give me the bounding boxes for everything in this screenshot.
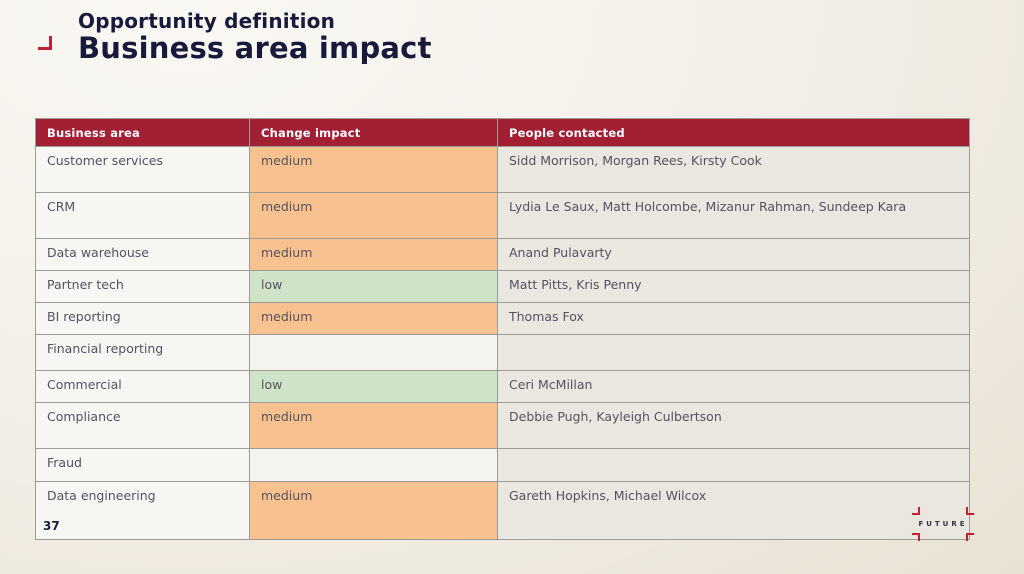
- column-header-people-contacted: People contacted: [497, 118, 970, 147]
- table-row: CRM medium Lydia Le Saux, Matt Holcombe, M…: [35, 192, 970, 239]
- column-header-business-area: Business area: [35, 118, 250, 147]
- change-impact-cell: low: [249, 370, 498, 403]
- table-row: Data engineering medium Gareth Hopkins, Mi…: [35, 481, 970, 540]
- business-area-cell: Data warehouse: [35, 238, 250, 271]
- table-row: Financial reporting: [35, 334, 970, 371]
- people-contacted-cell: Lydia Le Saux, Matt Holcombe, Mizanur Ra…: [497, 192, 970, 239]
- change-impact-cell: medium: [249, 192, 498, 239]
- business-area-cell: Financial reporting: [35, 334, 250, 371]
- change-impact-cell: medium: [249, 481, 498, 540]
- table-header-row: Business area Change impact People conta…: [35, 118, 970, 147]
- people-contacted-cell: Anand Pulavarty: [497, 238, 970, 271]
- business-area-cell: Commercial: [35, 370, 250, 403]
- people-contacted-cell: Ceri McMillan: [497, 370, 970, 403]
- table-row: Data warehouse medium Anand Pulavarty: [35, 238, 970, 271]
- table-row: Partner tech low Matt Pitts, Kris Penny: [35, 270, 970, 303]
- business-area-cell: Customer services: [35, 146, 250, 193]
- change-impact-cell: [249, 448, 498, 482]
- table-row: BI reporting medium Thomas Fox: [35, 302, 970, 335]
- crop-mark-top-right-icon: [966, 507, 974, 515]
- people-contacted-cell: [497, 448, 970, 482]
- people-contacted-cell: Sidd Morrison, Morgan Rees, Kirsty Cook: [497, 146, 970, 193]
- change-impact-cell: low: [249, 270, 498, 303]
- change-impact-cell: medium: [249, 402, 498, 449]
- business-area-cell: Data engineering: [35, 481, 250, 540]
- future-logo-text: FUTURE: [918, 520, 968, 528]
- table-row: Commercial low Ceri McMillan: [35, 370, 970, 403]
- table-header: Business area Change impact People conta…: [35, 118, 970, 147]
- crop-mark-bottom-left-icon: [912, 533, 920, 541]
- change-impact-cell: [249, 334, 498, 371]
- people-contacted-cell: Thomas Fox: [497, 302, 970, 335]
- page-number: 37: [43, 519, 60, 533]
- future-logo: FUTURE: [908, 505, 978, 543]
- table-row: Customer services medium Sidd Morrison, Mo…: [35, 146, 970, 193]
- business-area-impact-table: Business area Change impact People conta…: [35, 118, 970, 540]
- change-impact-cell: medium: [249, 238, 498, 271]
- people-contacted-cell: Matt Pitts, Kris Penny: [497, 270, 970, 303]
- people-contacted-cell: Debbie Pugh, Kayleigh Culbertson: [497, 402, 970, 449]
- title-block: Opportunity definition Business area imp…: [78, 10, 432, 65]
- table-row: Compliance medium Debbie Pugh, Kayleigh Cu…: [35, 402, 970, 449]
- business-area-cell: Compliance: [35, 402, 250, 449]
- crop-mark-bottom-right-icon: [966, 533, 974, 541]
- change-impact-cell: medium: [249, 302, 498, 335]
- slide-kicker: Opportunity definition: [78, 9, 336, 33]
- change-impact-cell: medium: [249, 146, 498, 193]
- people-contacted-cell: Gareth Hopkins, Michael Wilcox: [497, 481, 970, 540]
- table-body: Customer services medium Sidd Morrison, Mo…: [35, 146, 970, 540]
- business-area-cell: BI reporting: [35, 302, 250, 335]
- business-area-cell: Fraud: [35, 448, 250, 482]
- business-area-cell: Partner tech: [35, 270, 250, 303]
- page-title: Business area impact: [78, 31, 432, 65]
- table-row: Fraud: [35, 448, 970, 482]
- crop-mark-top-left-icon: [912, 507, 920, 515]
- column-header-change-impact: Change impact: [249, 118, 498, 147]
- business-area-cell: CRM: [35, 192, 250, 239]
- people-contacted-cell: [497, 334, 970, 371]
- red-corner-mark-icon: [38, 36, 52, 50]
